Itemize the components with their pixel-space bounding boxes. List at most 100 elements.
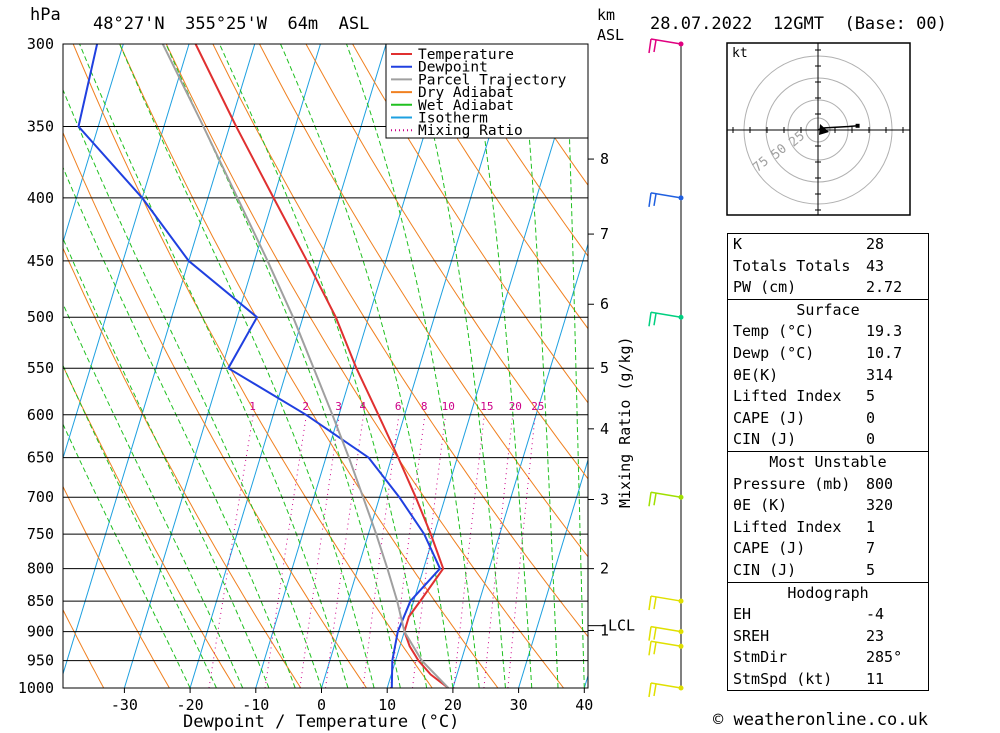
lcl-label: LCL xyxy=(608,617,635,635)
x-tick-label: 40 xyxy=(575,696,593,714)
index-label: Lifted Index xyxy=(733,387,842,406)
mixing-ratio-line xyxy=(483,414,514,688)
x-tick-label: 10 xyxy=(378,696,396,714)
wind-barb-dot xyxy=(678,494,684,500)
wet-adiabat xyxy=(63,364,217,688)
mixing-ratio-label: 4 xyxy=(360,400,367,413)
index-value: 5 xyxy=(866,560,876,579)
pressure-tick-label: 600 xyxy=(27,406,54,424)
index-row: CIN (J) 0 xyxy=(728,429,928,451)
index-row: θE(K) 314 xyxy=(728,365,928,387)
pressure-tick-label: 400 xyxy=(27,189,54,207)
index-row: θE (K) 320 xyxy=(728,495,928,517)
height-tick-label: 1 xyxy=(600,621,609,639)
datetime-title: 28.07.2022 12GMT (Base: 00) xyxy=(650,14,947,34)
mixing-ratio-line xyxy=(325,414,364,688)
legend-label: Dewpoint xyxy=(418,60,488,76)
index-row: SREH 23 xyxy=(728,626,928,648)
wind-barb-dot xyxy=(678,598,684,604)
index-label: SREH xyxy=(733,626,770,645)
mixing-ratio-label: 8 xyxy=(421,400,428,413)
index-row: StmDir 285° xyxy=(728,647,928,669)
pressure-tick-label: 450 xyxy=(27,252,54,270)
height-tick-label: 7 xyxy=(600,225,609,243)
index-value: 19.3 xyxy=(866,322,903,341)
mixing-ratio-label: 2 xyxy=(302,400,309,413)
wind-barb-flag xyxy=(648,312,652,327)
index-label: CAPE (J) xyxy=(733,539,806,558)
wind-barb-dot xyxy=(678,41,684,47)
pressure-tick-label: 800 xyxy=(27,560,54,578)
surface-indices: Surface Temp (°C) 19.3 Dewp (°C) 10.7 θE(K) 31… xyxy=(728,298,928,451)
index-value: 0 xyxy=(866,430,876,449)
wind-barb-flag xyxy=(653,596,657,610)
index-row: Temp (°C) 19.3 xyxy=(728,321,928,343)
height-tick-label: 4 xyxy=(600,420,609,438)
index-value: 5 xyxy=(866,387,876,406)
isotherm xyxy=(63,44,256,676)
index-label: CIN (J) xyxy=(733,560,797,579)
height-tick-label: 8 xyxy=(600,150,609,168)
legend-label: Mixing Ratio xyxy=(418,123,523,139)
general-indices: K 28 Totals Totals 43 PW (cm) 2.72 xyxy=(728,234,928,299)
pressure-tick-label: 850 xyxy=(27,592,54,610)
index-row: Pressure (mb) 800 xyxy=(728,474,928,496)
dry-adiabat xyxy=(212,44,588,638)
index-label: EH xyxy=(733,605,752,624)
dry-adiabat xyxy=(119,44,499,688)
index-row: Totals Totals 43 xyxy=(728,256,928,278)
index-row: Dewp (°C) 10.7 xyxy=(728,343,928,365)
mixing-ratio-axis-label: Mixing Ratio (g/kg) xyxy=(616,336,634,508)
wind-barb-dot xyxy=(678,629,684,635)
index-value: 314 xyxy=(866,365,894,384)
index-row: StmSpd (kt) 11 xyxy=(728,669,928,691)
index-row: PW (cm) 2.72 xyxy=(728,277,928,299)
index-label: θE(K) xyxy=(733,365,779,384)
pressure-tick-label: 300 xyxy=(27,35,54,53)
index-value: 23 xyxy=(866,626,885,645)
credit: © weatheronline.co.uk xyxy=(713,710,928,730)
legend-label: Isotherm xyxy=(418,111,488,127)
pressure-tick-label: 750 xyxy=(27,525,54,543)
isotherm xyxy=(63,44,124,244)
series-parcel-trajectory xyxy=(161,44,450,688)
wind-barb-flag xyxy=(653,313,657,326)
wind-barb-flag xyxy=(648,626,652,641)
index-value: 28 xyxy=(866,235,885,253)
location-title: 48°27'N 355°25'W 64m ASL xyxy=(93,14,369,34)
index-label: PW (cm) xyxy=(733,278,797,297)
index-value: 10.7 xyxy=(866,343,903,362)
wind-barb-dot xyxy=(678,314,684,320)
wind-barb-dot xyxy=(678,643,684,649)
pressure-unit-label: hPa xyxy=(30,5,61,25)
legend-box xyxy=(385,43,589,139)
pressure-tick-label: 700 xyxy=(27,488,54,506)
mixing-ratio-label: 10 xyxy=(442,400,455,413)
wind-barb-flag xyxy=(653,683,657,697)
wind-barb-flag xyxy=(653,193,657,207)
height-unit-km: km xyxy=(597,6,615,24)
isotherm xyxy=(255,44,453,688)
wind-barb xyxy=(648,311,684,327)
x-tick-label: -10 xyxy=(242,696,269,714)
wet-adiabat xyxy=(165,44,401,688)
wind-barb xyxy=(648,491,684,507)
dry-adiabat xyxy=(165,44,564,688)
isotherm xyxy=(189,44,387,688)
index-label: StmSpd (kt) xyxy=(733,669,833,688)
wet-adiabat xyxy=(219,44,428,688)
mixing-ratio-line xyxy=(299,414,340,688)
index-label: CIN (J) xyxy=(733,430,797,449)
dry-adiabat xyxy=(305,44,588,480)
isotherm xyxy=(321,44,519,688)
wind-barb xyxy=(648,682,684,698)
wind-barb-flag xyxy=(648,192,652,207)
pressure-tick-label: 650 xyxy=(27,449,54,467)
legend-label: Wet Adiabat xyxy=(418,98,514,114)
wind-barb-flag xyxy=(653,627,657,640)
index-value: 7 xyxy=(866,539,876,558)
index-value: -4 xyxy=(866,605,885,624)
wind-barb xyxy=(648,640,684,656)
index-label: StmDir xyxy=(733,648,788,667)
wet-adiabat xyxy=(521,44,559,688)
